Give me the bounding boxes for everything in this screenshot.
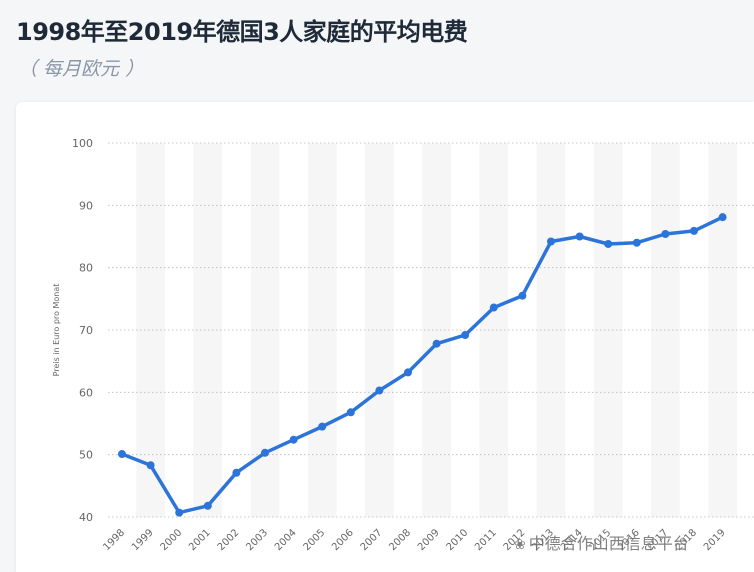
chart-title: 1998年至2019年德国3人家庭的平均电费 bbox=[16, 18, 468, 46]
data-point[interactable] bbox=[289, 435, 298, 444]
data-point[interactable] bbox=[261, 448, 269, 457]
series-line bbox=[120, 215, 725, 515]
data-point[interactable] bbox=[661, 230, 670, 239]
x-tick-label: 2008 bbox=[387, 527, 413, 553]
y-axis-ticks: 40 50 60 70 80 90 100 bbox=[72, 137, 93, 524]
series-points bbox=[118, 213, 727, 517]
watermark-text: 中德合作山西信息平台 bbox=[528, 534, 689, 553]
y-tick-label: 70 bbox=[79, 324, 93, 337]
data-point[interactable] bbox=[404, 368, 412, 377]
data-point[interactable] bbox=[547, 237, 555, 246]
data-point[interactable] bbox=[146, 461, 155, 470]
x-tick-label: 1998 bbox=[101, 527, 127, 553]
x-tick-label: 2005 bbox=[302, 527, 328, 553]
x-tick-label: 1999 bbox=[130, 527, 156, 553]
x-tick-label: 2000 bbox=[159, 527, 185, 553]
x-tick-label: 2002 bbox=[216, 527, 242, 553]
data-point[interactable] bbox=[118, 450, 126, 459]
x-tick-label: 2006 bbox=[330, 527, 356, 553]
y-tick-label: 80 bbox=[79, 262, 93, 275]
category-band bbox=[193, 143, 223, 517]
data-point[interactable] bbox=[203, 501, 212, 510]
y-tick-label: 100 bbox=[72, 137, 93, 150]
data-point[interactable] bbox=[604, 239, 613, 248]
x-tick-label: 2011 bbox=[473, 527, 499, 553]
y-axis-label: Preis in Euro pro Monat bbox=[52, 284, 61, 377]
data-point[interactable] bbox=[318, 422, 327, 431]
data-point[interactable] bbox=[718, 213, 727, 222]
x-tick-label: 2009 bbox=[416, 527, 442, 553]
data-point[interactable] bbox=[175, 508, 184, 517]
data-point[interactable] bbox=[690, 226, 698, 235]
wechat-icon: ❀ bbox=[514, 537, 526, 553]
data-point[interactable] bbox=[346, 408, 355, 417]
data-point[interactable] bbox=[632, 238, 641, 247]
x-tick-label: 2004 bbox=[273, 527, 299, 553]
category-band bbox=[479, 143, 509, 517]
y-tick-label: 40 bbox=[79, 511, 93, 524]
data-point[interactable] bbox=[489, 303, 498, 312]
data-point[interactable] bbox=[575, 232, 584, 241]
watermark: ❀ 中德合作山西信息平台 bbox=[514, 530, 689, 554]
data-point[interactable] bbox=[518, 291, 527, 300]
line-chart: 40 50 60 70 80 90 100 1998 1999 2000 2001 2002 2003… bbox=[52, 137, 754, 553]
chart-subtitle: （ 每月欧元 ） bbox=[18, 58, 145, 80]
data-point[interactable] bbox=[432, 339, 441, 348]
x-tick-label: 2003 bbox=[244, 527, 270, 553]
x-tick-label: 2007 bbox=[359, 527, 385, 553]
data-point[interactable] bbox=[232, 468, 241, 477]
data-point[interactable] bbox=[461, 330, 470, 339]
y-tick-label: 50 bbox=[79, 449, 93, 462]
y-tick-label: 90 bbox=[79, 199, 93, 212]
chart-card: 40 50 60 70 80 90 100 1998 1999 2000 2001 2002 2003… bbox=[16, 102, 754, 572]
x-tick-label: 2001 bbox=[187, 527, 213, 553]
x-tick-label: 2010 bbox=[445, 527, 471, 553]
x-tick-label: 2019 bbox=[702, 527, 728, 553]
data-point[interactable] bbox=[375, 386, 384, 395]
y-tick-label: 60 bbox=[79, 386, 93, 399]
